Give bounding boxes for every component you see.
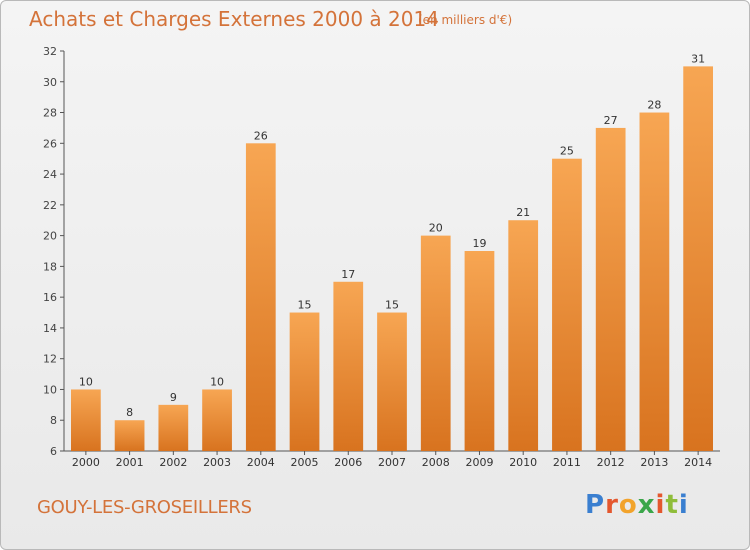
commune-name: GOUY-LES-GROSEILLERS (37, 497, 252, 518)
y-tick-label: 30 (43, 76, 57, 89)
y-tick-label: 10 (43, 383, 57, 396)
chart-title: Achats et Charges Externes 2000 à 2014 (29, 7, 439, 31)
logo-letter: t (665, 490, 679, 520)
logo-letter: i (655, 490, 666, 520)
y-tick-label: 32 (43, 45, 57, 58)
x-tick-label: 2010 (509, 456, 537, 469)
y-tick-label: 16 (43, 291, 57, 304)
bar (377, 312, 407, 451)
bar-value-label: 17 (341, 268, 355, 281)
bar (158, 404, 189, 451)
bar-value-label: 15 (385, 299, 399, 312)
bar-value-label: 10 (210, 375, 224, 388)
bar-value-label: 19 (472, 237, 486, 250)
bar-value-label: 25 (560, 145, 574, 158)
bar-value-label: 27 (604, 114, 618, 127)
bar (639, 112, 670, 452)
bar (683, 66, 714, 451)
bar (333, 281, 364, 451)
bar (202, 389, 232, 451)
x-tick-label: 2005 (291, 456, 319, 469)
bar (508, 220, 539, 451)
bar (245, 143, 276, 452)
bar-value-label: 28 (647, 99, 661, 112)
y-tick-label: 6 (50, 445, 57, 458)
y-tick-label: 24 (43, 168, 57, 181)
bar-value-label: 9 (170, 391, 177, 404)
y-tick-label: 8 (50, 414, 57, 427)
x-tick-label: 2009 (465, 456, 493, 469)
logo-letter: r (605, 490, 619, 520)
logo-letter: x (637, 490, 656, 520)
bar (552, 158, 582, 451)
bar (70, 389, 101, 451)
bar-value-label: 26 (254, 129, 268, 142)
bar (420, 235, 451, 451)
proxiti-logo: Proxiti (585, 490, 689, 520)
bar (289, 312, 320, 451)
y-tick-label: 28 (43, 107, 57, 120)
chart-subtitle: (en milliers d'€) (418, 13, 513, 27)
x-tick-label: 2007 (378, 456, 406, 469)
y-tick-label: 20 (43, 230, 57, 243)
y-tick-label: 26 (43, 137, 57, 150)
bar-value-label: 10 (79, 375, 93, 388)
x-tick-label: 2014 (684, 456, 712, 469)
bar (114, 420, 145, 451)
logo-letter: i (678, 490, 689, 520)
bar-value-label: 31 (691, 52, 705, 65)
x-tick-label: 2004 (247, 456, 275, 469)
bar (595, 127, 626, 451)
y-tick-label: 18 (43, 260, 57, 273)
x-tick-label: 2001 (116, 456, 144, 469)
x-tick-label: 2013 (640, 456, 668, 469)
logo-letter: o (618, 490, 638, 520)
y-tick-label: 12 (43, 353, 57, 366)
x-tick-label: 2003 (203, 456, 231, 469)
x-tick-label: 2008 (422, 456, 450, 469)
bar-value-label: 8 (126, 406, 133, 419)
x-tick-label: 2000 (72, 456, 100, 469)
bar-value-label: 21 (516, 206, 530, 219)
logo-letter: P (585, 490, 606, 520)
bar-value-label: 20 (429, 222, 443, 235)
bar (464, 251, 495, 451)
y-tick-label: 22 (43, 199, 57, 212)
x-tick-label: 2012 (597, 456, 625, 469)
x-tick-label: 2002 (159, 456, 187, 469)
bar-value-label: 15 (298, 299, 312, 312)
x-tick-label: 2006 (334, 456, 362, 469)
y-tick-label: 14 (43, 322, 57, 335)
x-tick-label: 2011 (553, 456, 581, 469)
